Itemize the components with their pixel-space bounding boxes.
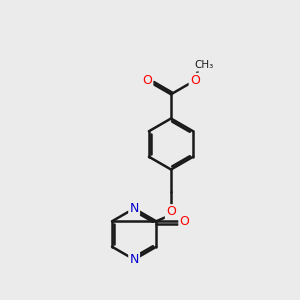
Text: N: N	[129, 202, 139, 215]
Text: N: N	[129, 253, 139, 266]
Text: O: O	[190, 74, 200, 87]
Text: O: O	[180, 215, 189, 228]
Text: O: O	[142, 74, 152, 87]
Text: CH₃: CH₃	[194, 61, 214, 70]
Text: O: O	[166, 206, 176, 218]
